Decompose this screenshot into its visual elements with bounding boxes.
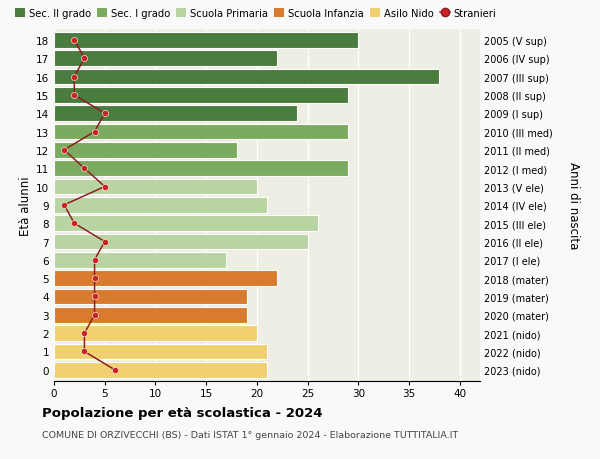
Bar — [54, 344, 267, 359]
Bar — [54, 161, 348, 177]
Bar — [54, 252, 226, 268]
Point — [80, 330, 89, 337]
Point — [80, 165, 89, 173]
Point — [90, 257, 100, 264]
Point — [70, 92, 79, 99]
Y-axis label: Anni di nascita: Anni di nascita — [567, 162, 580, 249]
Bar — [54, 124, 348, 140]
Point — [110, 366, 119, 374]
Bar — [54, 51, 277, 67]
Point — [80, 56, 89, 63]
Point — [100, 110, 110, 118]
Bar — [54, 289, 247, 305]
Point — [100, 238, 110, 246]
Bar — [54, 362, 267, 378]
Bar — [54, 216, 318, 231]
Point — [90, 312, 100, 319]
Bar — [54, 308, 247, 323]
Bar — [54, 33, 358, 49]
Point — [59, 202, 69, 209]
Point — [70, 74, 79, 81]
Bar — [54, 88, 348, 103]
Text: Popolazione per età scolastica - 2024: Popolazione per età scolastica - 2024 — [42, 406, 323, 419]
Bar — [54, 234, 308, 250]
Legend: Sec. II grado, Sec. I grado, Scuola Primaria, Scuola Infanzia, Asilo Nido, Stran: Sec. II grado, Sec. I grado, Scuola Prim… — [11, 5, 500, 23]
Bar — [54, 325, 257, 341]
Point — [90, 129, 100, 136]
Point — [90, 293, 100, 301]
Point — [70, 37, 79, 45]
Point — [90, 275, 100, 282]
Y-axis label: Età alunni: Età alunni — [19, 176, 32, 235]
Point — [70, 220, 79, 227]
Text: COMUNE DI ORZIVECCHI (BS) - Dati ISTAT 1° gennaio 2024 - Elaborazione TUTTITALIA: COMUNE DI ORZIVECCHI (BS) - Dati ISTAT 1… — [42, 431, 458, 440]
Point — [59, 147, 69, 154]
Bar — [54, 179, 257, 195]
Bar — [54, 271, 277, 286]
Bar — [54, 198, 267, 213]
Point — [100, 184, 110, 191]
Bar — [54, 70, 439, 85]
Bar — [54, 143, 236, 158]
Bar — [54, 106, 298, 122]
Point — [80, 348, 89, 355]
